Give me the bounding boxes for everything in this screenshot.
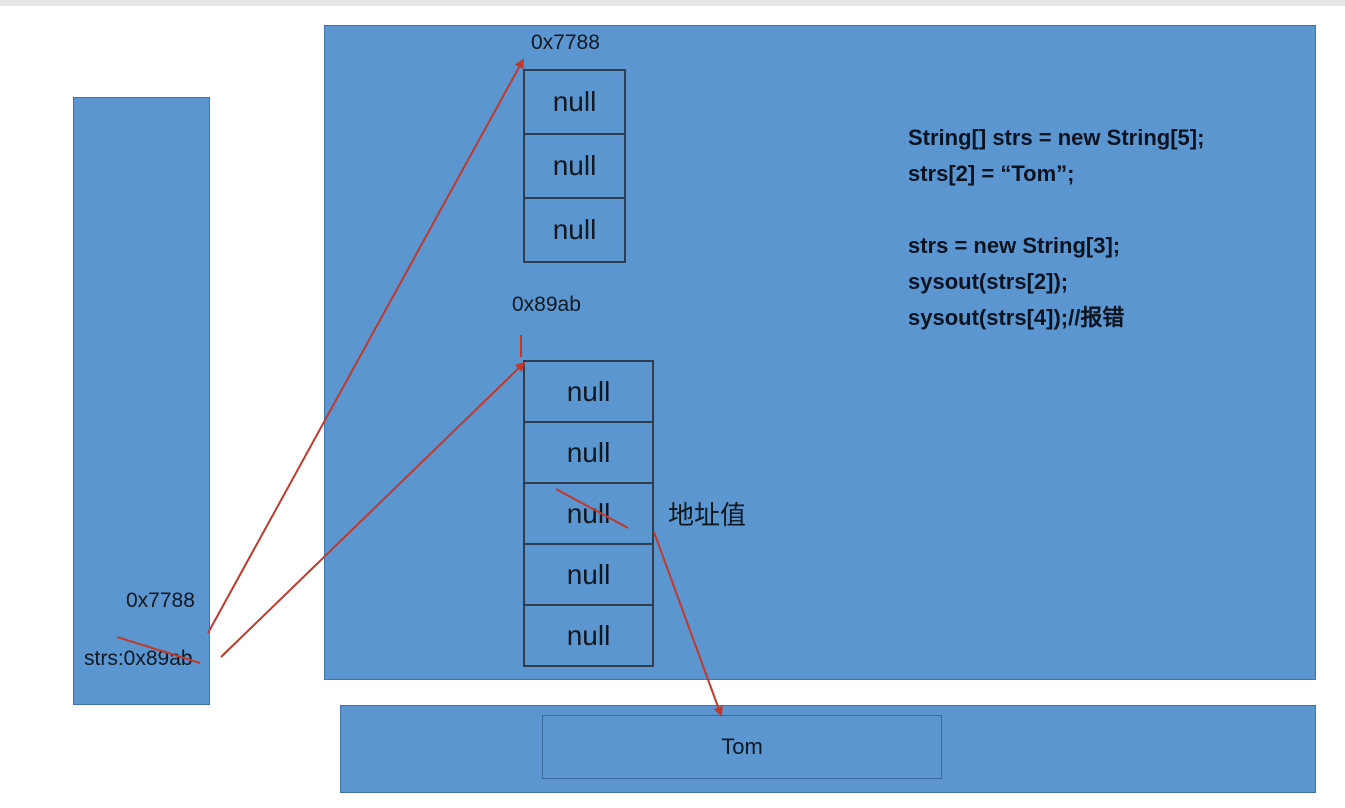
top-divider: [0, 0, 1345, 6]
array1-cell: null: [523, 69, 626, 135]
code-line: String[] strs = new String[5];: [908, 125, 1205, 150]
array1-address: 0x7788: [531, 31, 600, 54]
array2-cell: null: [523, 360, 654, 423]
array2-cell: null: [523, 421, 654, 484]
code-line: strs = new String[3];: [908, 233, 1121, 258]
string-pool-entry: Tom: [542, 715, 942, 779]
code-block: String[] strs = new String[5]; strs[2] =…: [908, 120, 1204, 336]
address-value-annotation: 地址值: [668, 500, 747, 530]
array2-cell: null: [523, 482, 654, 545]
code-line: [908, 192, 1204, 228]
array2-address: 0x89ab: [512, 293, 581, 316]
stack-region: [73, 97, 210, 705]
array2-cell: null: [523, 604, 654, 667]
code-line: strs[2] = “Tom”;: [908, 161, 1075, 186]
array1-cell: null: [523, 133, 626, 199]
code-line: sysout(strs[2]);: [908, 269, 1069, 294]
stack-variable-strs: strs:0x89ab: [84, 647, 193, 670]
stack-old-address: 0x7788: [126, 589, 195, 612]
array2-cell: null: [523, 543, 654, 606]
array1-cell: null: [523, 197, 626, 263]
string-pool-value: Tom: [721, 734, 763, 759]
code-line: sysout(strs[4]);//报错: [908, 305, 1125, 330]
